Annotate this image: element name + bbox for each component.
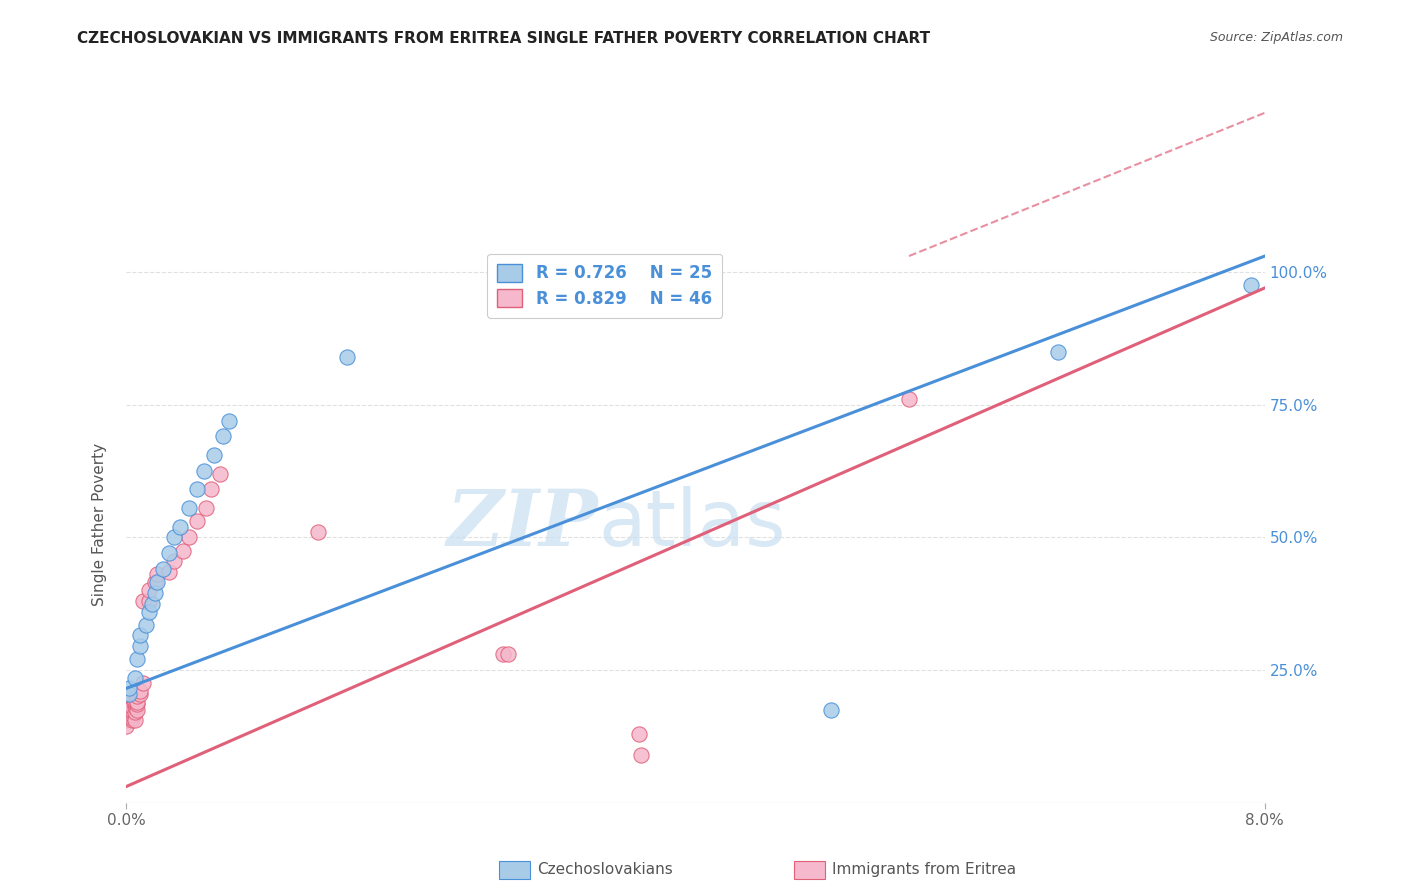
Point [121, 713, 143, 727]
Text: Source: ZipAtlas.com: Source: ZipAtlas.com [1209, 31, 1343, 45]
Point [127, 695, 149, 709]
Point [177, 501, 200, 516]
Point [627, 726, 650, 740]
Point [118, 692, 141, 706]
Point [307, 524, 329, 539]
Point [157, 546, 180, 560]
Point [200, 483, 222, 497]
Point [127, 698, 149, 712]
Point [129, 684, 152, 698]
Point [124, 695, 146, 709]
Point [218, 413, 240, 427]
Point [124, 700, 146, 714]
Point [127, 690, 149, 704]
Text: ZIP: ZIP [447, 486, 599, 562]
Point [138, 583, 160, 598]
Point [118, 695, 141, 709]
Point [193, 464, 215, 478]
Point [898, 392, 921, 407]
Point [124, 671, 146, 685]
Point [121, 703, 143, 717]
Point [169, 519, 191, 533]
Point [208, 467, 231, 481]
Point [172, 543, 194, 558]
Point [118, 706, 141, 720]
Point [163, 530, 186, 544]
Point [135, 617, 157, 632]
Point [163, 554, 186, 568]
Point [186, 514, 208, 528]
Text: Immigrants from Eritrea: Immigrants from Eritrea [832, 863, 1017, 877]
Point [124, 713, 146, 727]
Point [118, 703, 141, 717]
Point [118, 690, 141, 704]
Point [492, 647, 515, 661]
Point [118, 681, 141, 696]
Text: atlas: atlas [599, 486, 786, 562]
Point [212, 429, 235, 443]
Point [127, 652, 149, 666]
Point [143, 575, 166, 590]
Text: Czechoslovakians: Czechoslovakians [537, 863, 673, 877]
Point [129, 687, 152, 701]
Point [1239, 278, 1261, 293]
Point [132, 676, 155, 690]
Point [121, 708, 143, 723]
Point [132, 594, 155, 608]
Point [121, 711, 143, 725]
Point [121, 700, 143, 714]
Point [146, 567, 169, 582]
Point [129, 628, 152, 642]
Point [115, 718, 138, 732]
Point [1047, 344, 1070, 359]
Text: CZECHOSLOVAKIAN VS IMMIGRANTS FROM ERITREA SINGLE FATHER POVERTY CORRELATION CHA: CZECHOSLOVAKIAN VS IMMIGRANTS FROM ERITR… [77, 31, 931, 46]
Point [138, 605, 160, 619]
Point [496, 647, 519, 661]
Point [186, 483, 208, 497]
Point [121, 706, 143, 720]
Y-axis label: Single Father Poverty: Single Father Poverty [93, 442, 107, 606]
Point [194, 501, 217, 516]
Point [146, 575, 169, 590]
Point [630, 747, 652, 762]
Point [118, 698, 141, 712]
Point [124, 698, 146, 712]
Point [141, 597, 163, 611]
Point [336, 350, 359, 364]
Point [115, 713, 138, 727]
Point [157, 565, 180, 579]
Point [129, 639, 152, 653]
Point [118, 687, 141, 701]
Point [820, 703, 842, 717]
Point [127, 703, 149, 717]
Point [202, 448, 225, 462]
Point [138, 594, 160, 608]
Point [152, 562, 174, 576]
Point [124, 706, 146, 720]
Point [177, 530, 200, 544]
Point [115, 708, 138, 723]
Legend: R = 0.726    N = 25, R = 0.829    N = 46: R = 0.726 N = 25, R = 0.829 N = 46 [488, 253, 721, 318]
Point [143, 586, 166, 600]
